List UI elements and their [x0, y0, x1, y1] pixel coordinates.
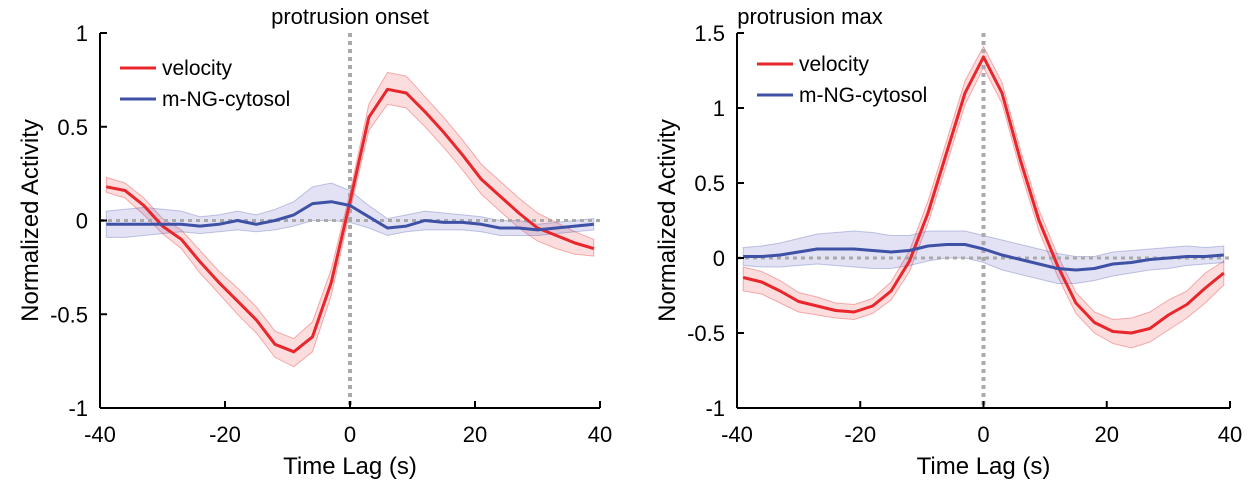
chart-1-legend-label-2: m-NG-cytosol: [162, 88, 290, 111]
chart-2-legend-label-2: m-NG-cytosol: [799, 84, 927, 107]
chart-1-y-tick-label: 0: [76, 209, 88, 234]
chart-1-y-tick-label: -0.5: [50, 302, 88, 327]
chart-2-legend-label-1: velocity: [799, 53, 870, 76]
chart-2: -40 -20 0 20 40 -1 -0.5 0 0.5 1 1.5 protrusion max T…: [654, 4, 1242, 480]
chart-1: -40 -20 0 20 40 -1 -0.5 0 0.5 1 protrusion onset Ti…: [17, 4, 612, 480]
chart-1-x-tick-label: 40: [588, 422, 612, 447]
chart-1-x-tick-label: 0: [344, 422, 356, 447]
chart-2-x-tick-label: -40: [721, 422, 753, 447]
chart-2-x-axis-label: Time Lag (s): [917, 453, 1051, 480]
chart-2-x-tick-label: 0: [977, 422, 989, 447]
chart-1-x-tick-label: -20: [209, 422, 241, 447]
chart-2-x-tick-label: -20: [844, 422, 876, 447]
chart-2-y-tick-label: 0: [713, 246, 725, 271]
chart-2-y-tick-label: -1: [705, 396, 725, 421]
chart-1-legend: velocity m-NG-cytosol: [120, 57, 290, 111]
chart-2-y-tick-label: 1: [713, 96, 725, 121]
chart-1-x-tick-label: 20: [463, 422, 487, 447]
chart-1-series-2-line: [106, 200, 594, 232]
chart-1-x-tick-label: -40: [84, 422, 116, 447]
chart-2-y-tick-label: 1.5: [694, 21, 725, 46]
chart-2-y-tick-label: 0.5: [694, 171, 725, 196]
chart-2-legend: velocity m-NG-cytosol: [757, 53, 927, 107]
chart-1-series-1-line: [106, 87, 595, 354]
chart-2-series-1-line: [742, 55, 1225, 335]
chart-2-x-tick-label: 20: [1095, 422, 1119, 447]
chart-2-series-2-line: [743, 243, 1224, 272]
chart-1-legend-label-1: velocity: [162, 57, 233, 80]
chart-1-y-axis-label: Normalized Activity: [17, 119, 44, 322]
chart-2-y-axis-label: Normalized Activity: [654, 119, 681, 322]
chart-2-y-tick-label: -0.5: [687, 321, 725, 346]
chart-1-y-tick-label: 0.5: [57, 115, 88, 140]
chart-2-title: protrusion max: [737, 4, 883, 29]
chart-1-title: protrusion onset: [271, 4, 429, 29]
chart-2-x-tick-label: 40: [1218, 422, 1242, 447]
chart-1-y-tick-label: -1: [68, 396, 88, 421]
chart-1-y-tick-label: 1: [76, 21, 88, 46]
chart-1-x-axis-label: Time Lag (s): [283, 453, 417, 480]
